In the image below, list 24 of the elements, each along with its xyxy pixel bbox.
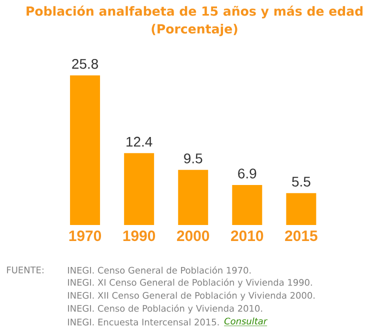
text: INEGI. Censo de Población y Vivienda 2010. [68, 304, 262, 314]
bar [70, 75, 100, 225]
bar [232, 184, 262, 225]
data-label: 9.5 [184, 153, 202, 164]
x-tick-label: 2010 [231, 230, 264, 242]
data-label: 6.9 [238, 168, 256, 178]
data-label: 5.5 [292, 176, 310, 187]
chart-title: Población analfabeta de 15 años y más de edad [26, 6, 362, 18]
bar [286, 193, 316, 225]
x-tick-label: 1990 [123, 230, 156, 242]
x-tick-label: 2000 [176, 230, 210, 242]
bar [178, 170, 208, 225]
x-tick-label: 1970 [69, 230, 102, 242]
bar [124, 153, 154, 225]
text: INEGI. XII Censo General de Población y Vivienda 2000. [68, 291, 315, 301]
text: INEGI. Encuesta Intercensal 2015. [68, 318, 219, 326]
data-label: 25.8 [72, 58, 98, 69]
text: INEGI. XI Censo General de Población y Vivienda 1990. [68, 278, 312, 288]
text: Consultar [224, 318, 268, 324]
data-label: 12.4 [126, 136, 152, 147]
chart-subtitle: (Porcentaje) [152, 24, 238, 36]
x-tick-label: 2015 [285, 230, 318, 242]
text: INEGI. Censo General de Población 1970. [68, 266, 251, 274]
source-note: FUENTE: [7, 266, 44, 274]
